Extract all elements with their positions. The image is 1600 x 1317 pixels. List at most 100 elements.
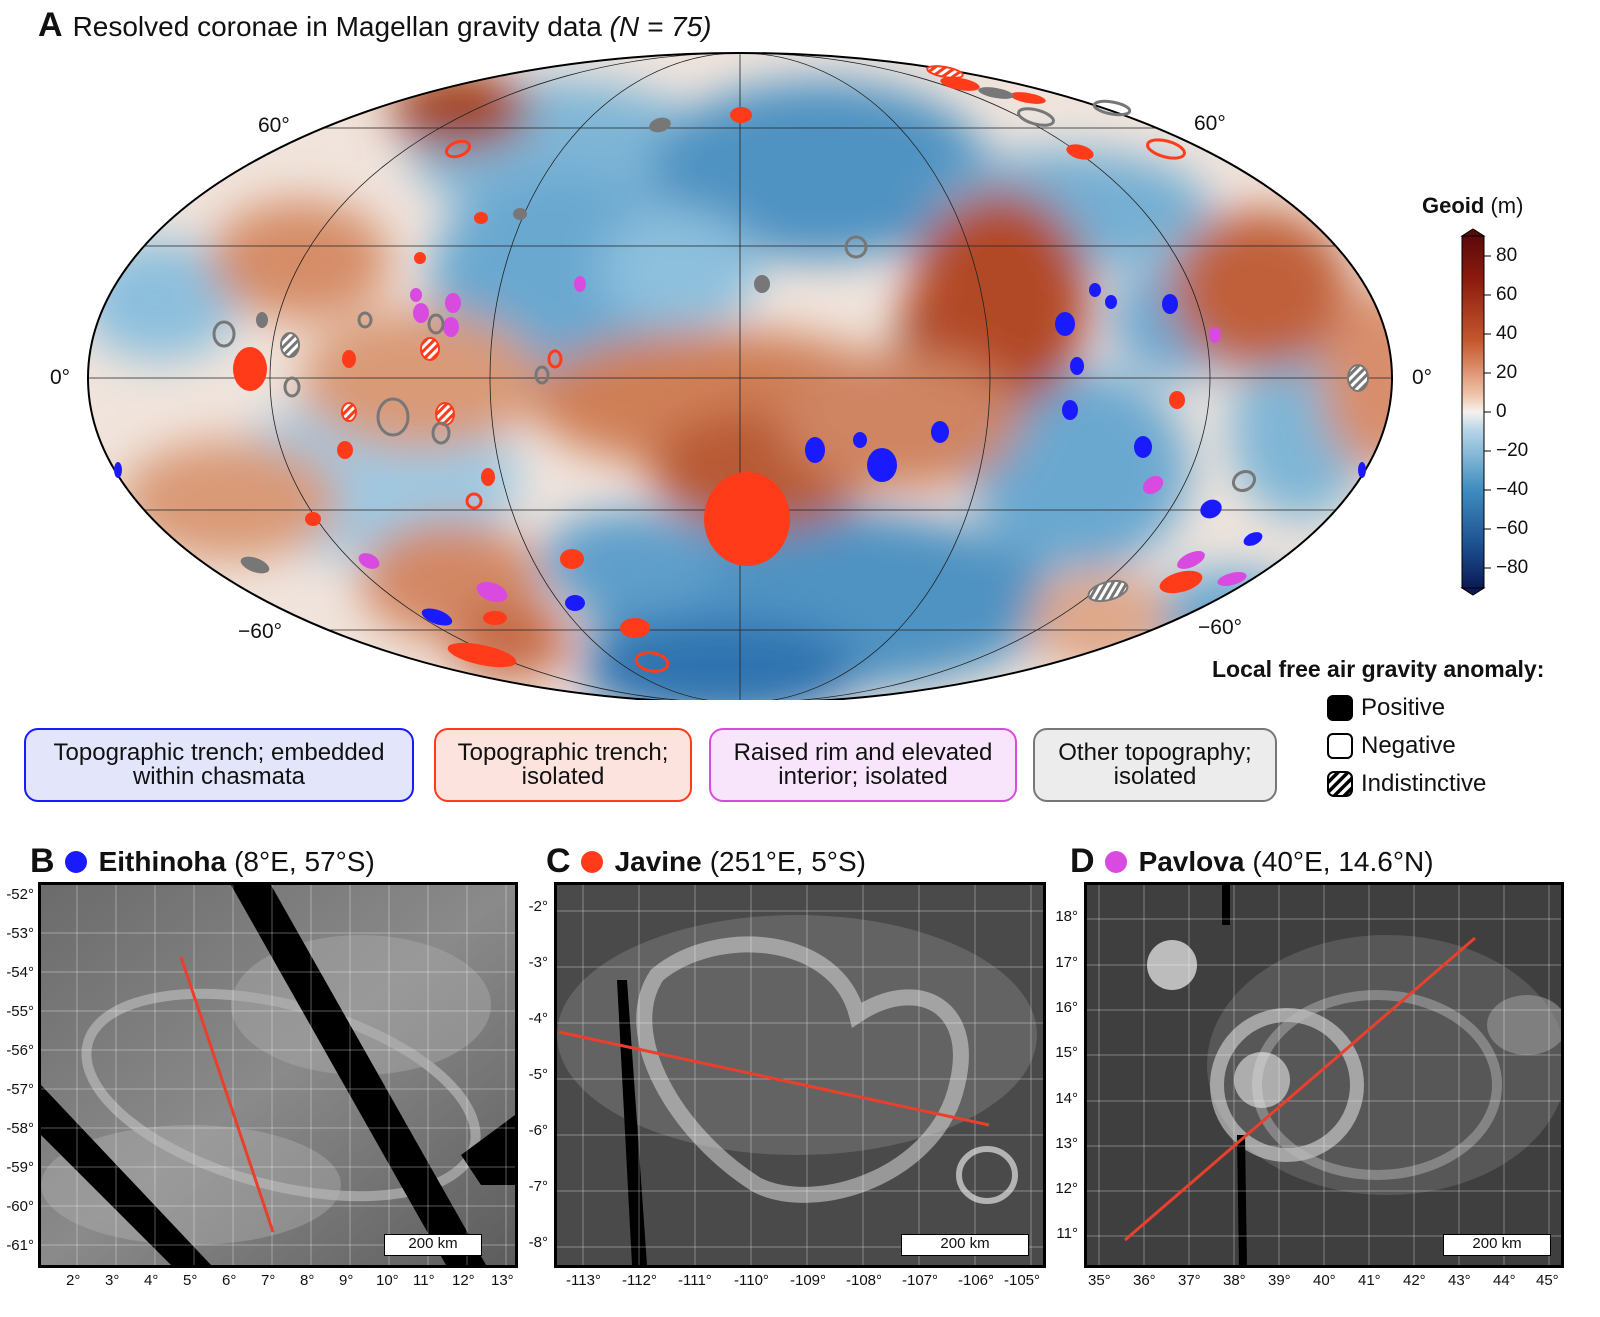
- tick: -56°: [6, 1042, 34, 1059]
- coronae-blue: [114, 283, 1366, 626]
- tick: -61°: [6, 1237, 34, 1254]
- tick: -5°: [528, 1066, 548, 1083]
- tick: 5°: [183, 1272, 198, 1289]
- tick: 2°: [66, 1272, 81, 1289]
- coronae-markers: [114, 65, 1369, 673]
- tick: -60°: [6, 1198, 34, 1215]
- colorbar-tick-80: 80: [1496, 245, 1518, 266]
- tick: -59°: [6, 1159, 34, 1176]
- panel-b-radar: [41, 885, 515, 1265]
- colorbar-ticks: [1484, 255, 1491, 569]
- legend-other-topography-label: Other topography; isolated: [1058, 739, 1252, 790]
- tick: 7°: [261, 1272, 276, 1289]
- tick: -3°: [528, 954, 548, 971]
- positive-swatch-icon: [1327, 695, 1353, 721]
- panel-d-name: Pavlova: [1138, 845, 1245, 877]
- lat-label-0-left: 0°: [50, 366, 71, 389]
- coronae-red-indistinctive: [341, 65, 964, 426]
- tick: -8°: [528, 1234, 548, 1251]
- tick: 13°: [491, 1272, 514, 1289]
- panel-b-coords: (8°E, 57°S): [234, 845, 375, 877]
- indistinctive-swatch-icon: [1327, 771, 1353, 797]
- panel-d-profile-line: [1124, 936, 1476, 1242]
- panel-b-letter: B: [30, 842, 55, 880]
- panel-d-radar: [1087, 885, 1561, 1265]
- panel-d-title: D Pavlova (40°E, 14.6°N): [1070, 842, 1434, 881]
- panel-c-dot-icon: [580, 850, 603, 873]
- panel-d-scalebar: 200 km: [1443, 1234, 1551, 1256]
- gravity-legend-negative-label: Negative: [1361, 732, 1456, 759]
- colorbar-unit: (m): [1490, 193, 1524, 218]
- panel-a-title-main: Resolved coronae in Magellan gravity dat…: [72, 11, 602, 42]
- gravity-legend-title: Local free air gravity anomaly:: [1212, 656, 1545, 682]
- tick: 12°: [1055, 1180, 1078, 1197]
- tick: 44°: [1493, 1272, 1516, 1289]
- tick: -7°: [528, 1178, 548, 1195]
- colorbar-tick-m40: −40: [1496, 479, 1529, 500]
- tick: -112°: [622, 1272, 657, 1289]
- gravity-legend-negative: Negative: [1327, 732, 1456, 760]
- geoid-map: [87, 52, 1491, 700]
- tick: -107°: [902, 1272, 939, 1289]
- legend-trench-embedded: Topographic trench; embedded within chas…: [24, 728, 414, 802]
- tick: 37°: [1178, 1272, 1201, 1289]
- panel-b-title: B Eithinoha (8°E, 57°S): [30, 842, 375, 881]
- colorbar-top-arrow: [1460, 228, 1486, 237]
- legend-raised-rim-label: Raised rim and elevated interior; isolat…: [733, 739, 993, 790]
- tick: 39°: [1268, 1272, 1291, 1289]
- panel-b-profile-line: [179, 956, 275, 1233]
- panel-b-name: Eithinoha: [98, 845, 227, 877]
- coronae-red-negative: [444, 138, 1186, 673]
- panel-a-title-n: (N = 75): [609, 11, 712, 42]
- tick: -111°: [678, 1272, 712, 1289]
- gravity-legend-indistinctive-label: Indistinctive: [1361, 770, 1487, 797]
- gravity-legend-indistinctive: Indistinctive: [1327, 770, 1486, 798]
- legend-raised-rim: Raised rim and elevated interior; isolat…: [709, 728, 1017, 802]
- tick: 3°: [105, 1272, 120, 1289]
- coronae-gray-indistinctive: [280, 332, 1369, 603]
- panel-c-profile-line: [558, 1030, 990, 1127]
- panel-c-coords: (251°E, 5°S): [709, 845, 866, 877]
- colorbar-tick-60: 60: [1496, 284, 1518, 305]
- legend-trench-isolated-label: Topographic trench; isolated: [457, 739, 669, 790]
- panel-c-name: Javine: [614, 845, 702, 877]
- colorbar-tick-m60: −60: [1496, 518, 1529, 539]
- colorbar-tick-40: 40: [1496, 323, 1518, 344]
- colorbar-bottom-arrow: [1460, 587, 1486, 596]
- tick: -110°: [734, 1272, 769, 1289]
- tick: 11°: [413, 1272, 435, 1289]
- coronae-gray-negative: [212, 99, 1257, 493]
- panel-a-title: A Resolved coronae in Magellan gravity da…: [38, 6, 711, 45]
- panel-b-x-ticks: 2° 3° 4° 5° 6° 7° 8° 9° 10° 11° 12° 13°: [38, 1272, 518, 1292]
- tick: 45°: [1536, 1272, 1559, 1289]
- gravity-legend-positive-label: Positive: [1361, 694, 1446, 721]
- panel-b-dot-icon: [64, 850, 87, 873]
- colorbar-title-main: Geoid: [1422, 193, 1485, 218]
- panel-c-x-ticks: -113° -112° -111° -110° -109° -108° -107…: [554, 1272, 1046, 1292]
- tick: 17°: [1055, 954, 1078, 971]
- tick: 35°: [1088, 1272, 1111, 1289]
- panel-d-dot-icon: [1104, 850, 1127, 873]
- tick: 9°: [339, 1272, 354, 1289]
- tick: 18°: [1055, 908, 1078, 925]
- tick: -57°: [6, 1081, 34, 1098]
- coronae-gray: [240, 87, 1014, 574]
- lat-label-m60-left: −60°: [238, 620, 283, 643]
- lat-label-60-left: 60°: [258, 114, 290, 137]
- negative-swatch-icon: [1327, 733, 1353, 759]
- legend-other-topography: Other topography; isolated: [1033, 728, 1277, 802]
- tick: 8°: [300, 1272, 315, 1289]
- panel-c-radar: [557, 885, 1043, 1265]
- tick: 38°: [1223, 1272, 1246, 1289]
- panel-d-x-ticks: 35° 36° 37° 38° 39° 40° 41° 42° 43° 44° …: [1084, 1272, 1564, 1292]
- tick: -4°: [528, 1010, 548, 1027]
- tick: -58°: [6, 1120, 34, 1137]
- panel-d-coords: (40°E, 14.6°N): [1252, 845, 1434, 877]
- colorbar-tick-20: 20: [1496, 362, 1518, 383]
- gravity-legend-positive: Positive: [1327, 694, 1445, 722]
- panel-a-letter: A: [38, 6, 63, 44]
- tick: -2°: [528, 898, 548, 915]
- coronae-magenta: [358, 276, 1247, 603]
- panel-d-letter: D: [1070, 842, 1095, 880]
- tick: 16°: [1055, 999, 1078, 1016]
